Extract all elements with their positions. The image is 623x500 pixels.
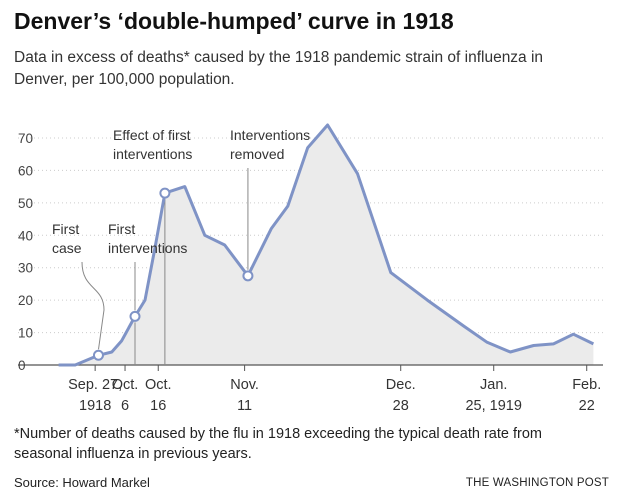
source-note: Source: Howard Markel	[14, 475, 150, 490]
chart-title: Denver’s ‘double-humped’ curve in 1918	[14, 8, 454, 34]
x-tick-label: 22	[579, 398, 595, 414]
annotation-marker	[159, 187, 171, 199]
x-tick-label: 28	[393, 398, 409, 414]
annotation-label: case	[52, 240, 82, 256]
x-tick-label: Oct.	[145, 377, 172, 393]
annotation-label: interventions	[113, 146, 192, 162]
annotation-label: Effect of first	[113, 127, 191, 143]
area-fill	[58, 125, 594, 365]
y-tick-label: 30	[18, 261, 33, 276]
x-tick-label: Jan.	[480, 377, 507, 393]
x-tick-label: 6	[121, 398, 129, 414]
y-tick-label: 50	[18, 196, 33, 211]
footnote: *Number of deaths caused by the flu in 1…	[14, 426, 542, 462]
annotation-label: Interventions	[230, 127, 310, 143]
x-tick-label: Oct.	[112, 377, 139, 393]
annotation-label: First	[52, 221, 79, 237]
annotation-marker	[129, 310, 141, 322]
y-tick-label: 20	[18, 293, 33, 308]
publisher-credit: THE WASHINGTON POST	[465, 477, 609, 489]
series-line	[58, 123, 595, 367]
annotation-label: removed	[230, 146, 284, 162]
y-tick-label: 0	[18, 358, 26, 373]
y-tick-label: 40	[18, 228, 33, 243]
annotation-marker	[242, 270, 254, 282]
y-tick-label: 70	[18, 131, 33, 146]
y-tick-label: 60	[18, 163, 33, 178]
x-tick-label: Sep. 27,	[68, 377, 122, 393]
x-tick-label: Nov.	[230, 377, 259, 393]
annotation-label: First	[108, 221, 135, 237]
annotation-markers	[92, 187, 254, 361]
x-tick-label: Feb.	[572, 377, 601, 393]
x-tick-label: 25, 1919	[465, 398, 521, 414]
annotation-labels: First case First interventions Effect of fir…	[52, 127, 310, 256]
annotation-leaders	[81, 168, 249, 365]
x-axis-ticks: Sep. 27,1918Oct.6Oct.16Nov.11Dec.28Jan.2…	[68, 365, 601, 414]
annotation-leader	[81, 261, 105, 350]
annotation-marker	[92, 349, 104, 361]
y-tick-label: 10	[18, 326, 33, 341]
x-tick-label: 11	[237, 398, 252, 414]
x-tick-label: 16	[150, 398, 166, 414]
annotation-label: interventions	[108, 240, 187, 256]
x-tick-label: Dec.	[386, 377, 416, 393]
x-tick-label: 1918	[79, 398, 111, 414]
chart-subtitle: Data in excess of deaths* caused by the …	[14, 49, 544, 88]
y-axis-ticks: 0 10 20 30 40 50 60 70	[18, 131, 33, 373]
